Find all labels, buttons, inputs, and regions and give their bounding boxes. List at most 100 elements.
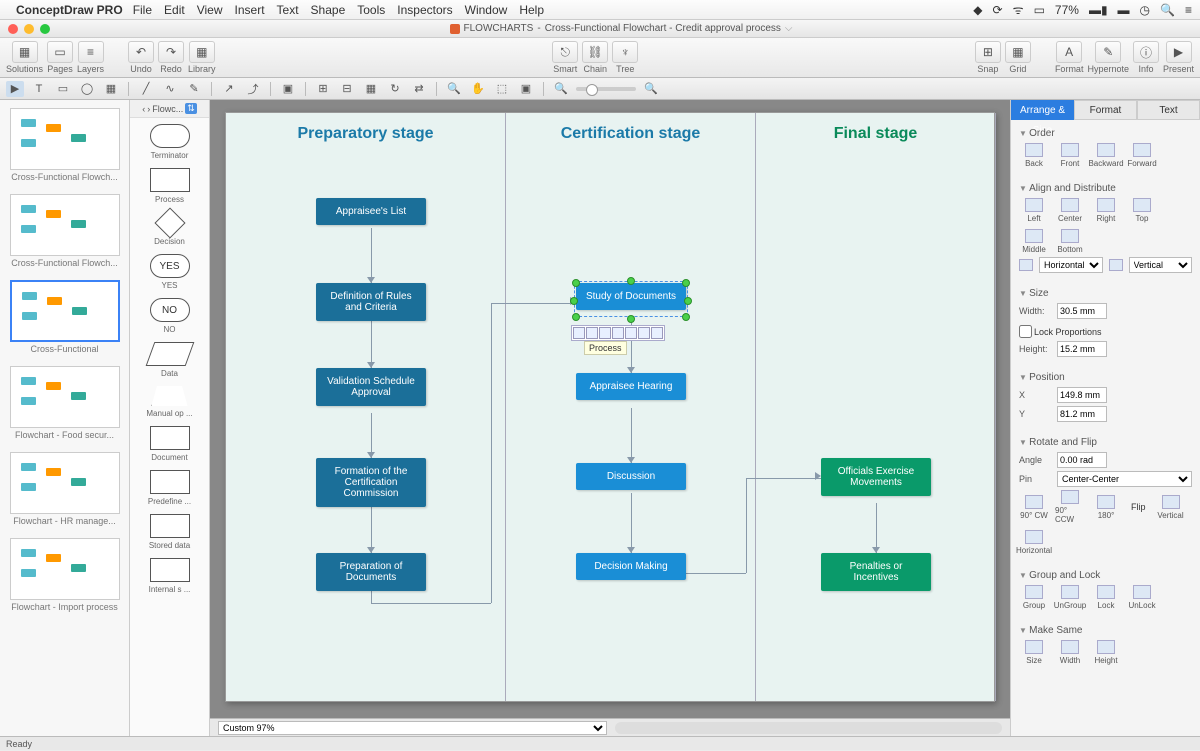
page-thumb[interactable]: Cross-Functional <box>0 272 129 358</box>
shape-terminator[interactable]: Terminator <box>130 118 209 162</box>
app-name[interactable]: ConceptDraw PRO <box>16 3 123 17</box>
canvas-viewport[interactable]: Preparatory stage Certification stage Fi… <box>210 100 1010 718</box>
flowchart-node[interactable]: Discussion <box>576 463 686 490</box>
wifi-icon[interactable]: ᯤ <box>1013 1 1024 18</box>
lock-button[interactable]: Lock <box>1091 585 1121 610</box>
page-thumb[interactable]: Flowchart - Import process <box>0 530 129 616</box>
zoom-icon[interactable] <box>40 24 50 34</box>
hand-tool[interactable]: ✋ <box>469 81 487 97</box>
undo-button[interactable]: ↶ <box>128 41 154 63</box>
zoom-select[interactable]: Custom 97% <box>218 721 607 735</box>
flowchart-node[interactable]: Preparation of Documents <box>316 553 426 591</box>
menu-text[interactable]: Text <box>277 3 299 17</box>
flowchart-node[interactable]: Decision Making <box>576 553 686 580</box>
mini-tool[interactable] <box>612 327 624 339</box>
format-button[interactable]: A <box>1056 41 1082 63</box>
flag-icon[interactable]: ▬ <box>1118 3 1130 17</box>
snap-button[interactable]: ⊞ <box>975 41 1001 63</box>
ellipse-tool[interactable]: ◯ <box>78 81 96 97</box>
page-thumb[interactable]: Flowchart - HR manage... <box>0 444 129 530</box>
selection-handle[interactable] <box>684 297 692 305</box>
page-thumb[interactable]: Cross-Functional Flowch... <box>0 100 129 186</box>
menu-tools[interactable]: Tools <box>357 3 385 17</box>
height-button[interactable]: Height <box>1091 640 1121 665</box>
page[interactable]: Preparatory stage Certification stage Fi… <box>225 112 995 702</box>
library-button[interactable]: ▦ <box>189 41 215 63</box>
arc-tool[interactable]: ⤴ <box>244 81 262 97</box>
rotate-180-button[interactable]: 180° <box>1091 495 1121 520</box>
shape-data[interactable]: Data <box>130 336 209 380</box>
distribute-tool[interactable]: ⊟ <box>338 81 356 97</box>
crop-tool[interactable]: ▣ <box>279 81 297 97</box>
tree-button[interactable]: ♆ <box>612 41 638 63</box>
flowchart-node[interactable]: Appraisee Hearing <box>576 373 686 400</box>
flowchart-node[interactable]: Officials Exercise Movements <box>821 458 931 496</box>
height-input[interactable] <box>1057 341 1107 357</box>
mini-tool[interactable] <box>599 327 611 339</box>
angle-input[interactable] <box>1057 452 1107 468</box>
swimlane[interactable]: Certification stage <box>506 113 756 701</box>
page-thumb[interactable]: Cross-Functional Flowch... <box>0 186 129 272</box>
lock-proportions[interactable]: Lock Proportions <box>1019 325 1102 338</box>
chain-button[interactable]: ⛓ <box>582 41 608 63</box>
shape-tool[interactable]: ▦ <box>102 81 120 97</box>
forward-button[interactable]: Forward <box>1127 143 1157 168</box>
inspector-tab-text[interactable]: Text <box>1137 100 1200 120</box>
menu-view[interactable]: View <box>197 3 223 17</box>
rect-tool[interactable]: ▭ <box>54 81 72 97</box>
top-button[interactable]: Top <box>1127 198 1157 223</box>
rotate-tool[interactable]: ↻ <box>386 81 404 97</box>
swimlane[interactable]: Final stage <box>756 113 996 701</box>
ungroup-button[interactable]: UnGroup <box>1055 585 1085 610</box>
left-button[interactable]: Left <box>1019 198 1049 223</box>
actual-tool[interactable]: ▣ <box>517 81 535 97</box>
forward-icon[interactable]: › <box>147 104 150 114</box>
shape-internal-s----[interactable]: Internal s ... <box>130 552 209 596</box>
menu-inspectors[interactable]: Inspectors <box>397 3 452 17</box>
dropdown-icon[interactable]: ⇅ <box>185 103 197 114</box>
back-icon[interactable]: ‹ <box>142 104 145 114</box>
menu-window[interactable]: Window <box>465 3 508 17</box>
selection-handle[interactable] <box>682 313 690 321</box>
page-thumb[interactable]: Flowchart - Food secur... <box>0 358 129 444</box>
menu-edit[interactable]: Edit <box>164 3 185 17</box>
text-tool[interactable]: T <box>30 81 48 97</box>
selection-handle[interactable] <box>627 277 635 285</box>
pen-tool[interactable]: ✎ <box>185 81 203 97</box>
y-input[interactable] <box>1057 406 1107 422</box>
present-button[interactable]: ▶ <box>1166 41 1192 63</box>
backward-button[interactable]: Backward <box>1091 143 1121 168</box>
selection-handle[interactable] <box>570 297 578 305</box>
zoom-in-tool[interactable]: 🔍 <box>445 81 463 97</box>
selection-handle[interactable] <box>627 315 635 323</box>
inspector-tab-arrange---size[interactable]: Arrange & Size <box>1011 100 1074 120</box>
selection-handle[interactable] <box>572 313 580 321</box>
close-icon[interactable] <box>8 24 18 34</box>
right-button[interactable]: Right <box>1091 198 1121 223</box>
shape-manual-op----[interactable]: Manual op ... <box>130 380 209 420</box>
flip-horizontal-button[interactable]: Horizontal <box>1019 530 1049 555</box>
x-input[interactable] <box>1057 387 1107 403</box>
mini-tool[interactable] <box>638 327 650 339</box>
width-button[interactable]: Width <box>1055 640 1085 665</box>
mini-tool[interactable] <box>573 327 585 339</box>
smart-button[interactable]: ⎋ <box>552 41 578 63</box>
line-tool[interactable]: ╱ <box>137 81 155 97</box>
sync-icon[interactable]: ◆ <box>973 3 982 17</box>
wifi-icon[interactable]: ⟳ <box>993 3 1003 17</box>
mini-tool[interactable] <box>586 327 598 339</box>
horizontal-scrollbar[interactable] <box>615 722 1002 734</box>
inspector-tab-format[interactable]: Format <box>1074 100 1137 120</box>
menu-icon[interactable]: ≡ <box>1185 3 1192 17</box>
shape-decision[interactable]: Decision <box>130 206 209 248</box>
shape-stored-data[interactable]: Stored data <box>130 508 209 552</box>
center-button[interactable]: Center <box>1055 198 1085 223</box>
connector-tool[interactable]: ↗ <box>220 81 238 97</box>
menu-file[interactable]: File <box>133 3 152 17</box>
width-input[interactable] <box>1057 303 1107 319</box>
shape-predefine----[interactable]: Predefine ... <box>130 464 209 508</box>
mini-tool[interactable] <box>651 327 663 339</box>
info-button[interactable]: ⓘ <box>1133 41 1159 63</box>
back-button[interactable]: Back <box>1019 143 1049 168</box>
redo-button[interactable]: ↷ <box>158 41 184 63</box>
